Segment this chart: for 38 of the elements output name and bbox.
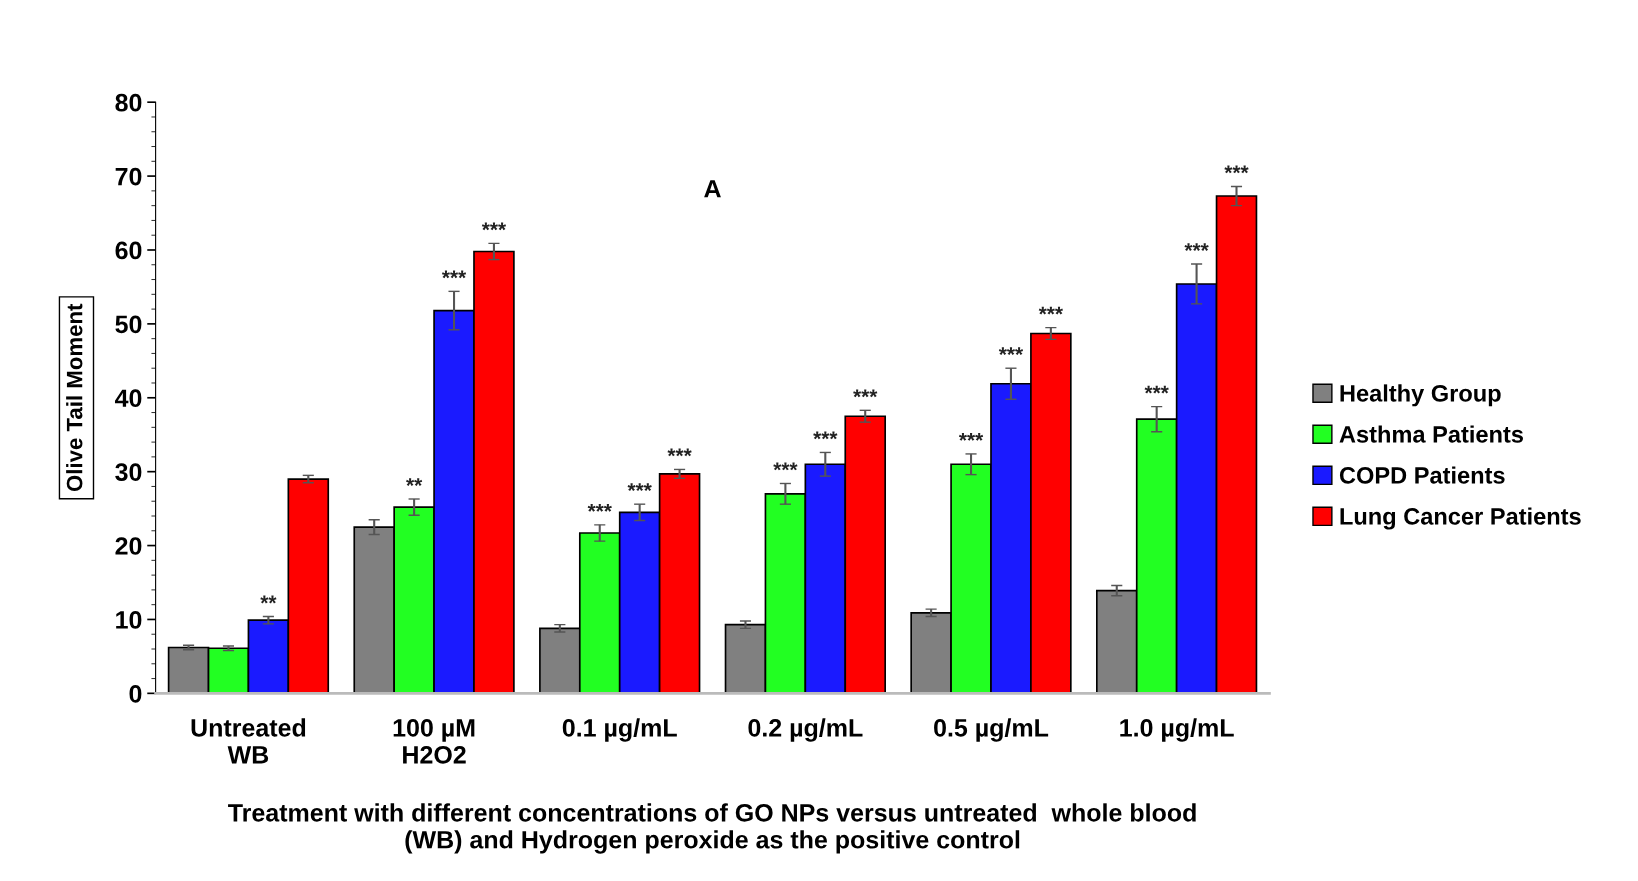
data-label: ***	[773, 462, 798, 471]
legend-label: COPD Patients	[1339, 466, 1505, 484]
x-tick-label: 0.1 µg/mL	[562, 718, 677, 742]
data-label: ***	[667, 448, 692, 457]
data-label: ***	[853, 389, 878, 398]
y-tick-label: 20	[115, 537, 142, 555]
x-tick-label: 1.0 µg/mL	[1120, 718, 1234, 742]
y-tick-label: 60	[115, 241, 142, 260]
y-tick-label: 80	[115, 93, 142, 112]
data-label: ***	[998, 347, 1024, 356]
data-label: ***	[1038, 306, 1063, 315]
x-axis-title: Treatment with different concentrations of GO NPs versus untreated whole blood (WB) and Hydrogen peroxide as the positive control	[228, 803, 1196, 854]
data-label: ***	[627, 483, 652, 492]
data-label: ***	[1144, 385, 1169, 394]
data-label: ***	[587, 504, 612, 512]
legend-label: Lung Cancer Patients	[1340, 507, 1581, 530]
y-axis-title: Olive Tail Moment	[66, 303, 83, 492]
y-tick-label: 50	[115, 315, 142, 334]
legend-label: Asthma Patients	[1339, 425, 1523, 443]
data-label: **	[260, 595, 277, 604]
x-tick-label: 0.5 µg/mL	[934, 718, 1049, 742]
data-label: **	[406, 478, 423, 486]
data-label: ***	[813, 431, 838, 440]
data-label: ***	[1224, 165, 1249, 174]
data-label: ***	[1184, 243, 1209, 251]
y-tick-label: 30	[115, 463, 142, 482]
x-tick-label: 100 µM H2O2	[393, 719, 475, 764]
x-tick-label: Untreated WB	[191, 718, 306, 764]
x-tick-label: 0.2 µg/mL	[748, 718, 863, 742]
annotation: A	[704, 180, 721, 198]
data-label: ***	[958, 433, 984, 441]
y-tick-label: 40	[114, 389, 142, 408]
y-tick-label: 0	[129, 684, 142, 703]
legend-label: Healthy Group	[1340, 384, 1501, 407]
data-label: ***	[481, 222, 507, 231]
data-label: ***	[441, 270, 467, 279]
y-tick-label: 10	[116, 611, 142, 629]
y-tick-label: 70	[115, 167, 142, 186]
